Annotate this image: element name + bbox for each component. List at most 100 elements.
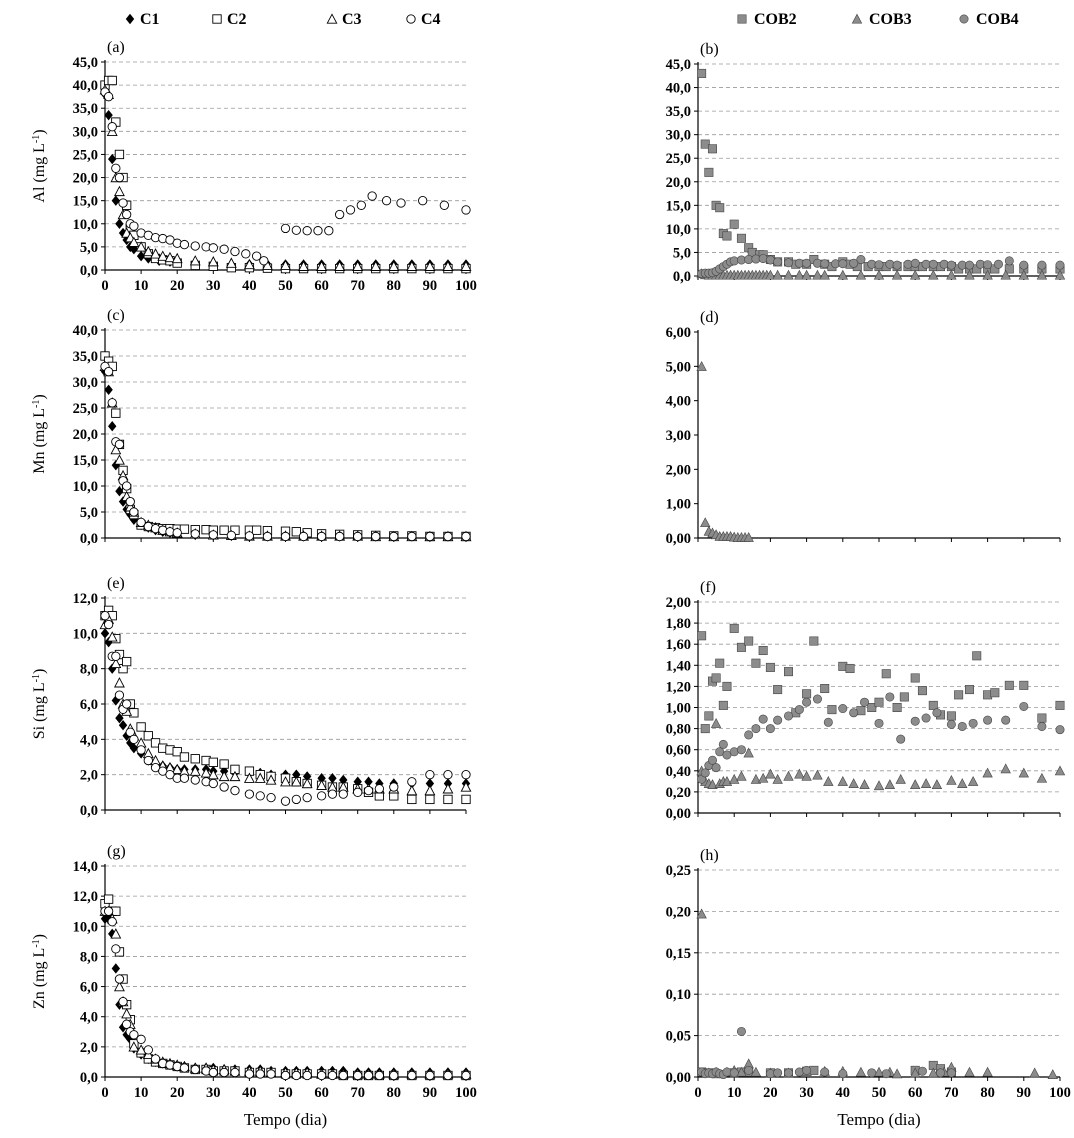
data-point	[363, 785, 374, 796]
data-point	[407, 794, 417, 805]
data-point	[957, 778, 968, 788]
data-point	[845, 663, 855, 673]
data-point	[946, 711, 956, 721]
panel-label: (a)	[107, 39, 125, 56]
x-axis-label: Tempo (dia)	[837, 1110, 920, 1129]
data-point	[122, 481, 132, 491]
data-point	[1019, 260, 1029, 270]
data-point	[244, 531, 255, 541]
legend-label: COB4	[976, 11, 1019, 28]
data-point	[700, 139, 710, 149]
data-point	[729, 1068, 739, 1078]
data-point	[718, 739, 728, 749]
data-point	[179, 752, 190, 762]
data-point	[230, 246, 240, 257]
data-point	[316, 779, 328, 790]
data-point	[946, 719, 956, 729]
data-point	[291, 527, 301, 537]
data-point	[425, 531, 435, 542]
data-point	[129, 742, 139, 754]
data-point	[982, 269, 993, 280]
x-tick-label: 80	[387, 278, 402, 294]
data-point	[884, 779, 896, 790]
data-point	[1037, 721, 1047, 731]
x-tick-label: 70	[350, 278, 365, 294]
x-tick-label: 40	[242, 278, 257, 294]
data-point	[917, 686, 927, 696]
data-point	[179, 524, 190, 534]
data-point	[113, 185, 125, 197]
panel-d: 0,00 1,00 2,00 3,00 4,00 5,00 6,00 (d)	[666, 309, 1061, 547]
data-point	[111, 163, 121, 173]
data-point	[115, 486, 124, 497]
y-tick-label: 1,80	[666, 616, 691, 632]
legend-label: C3	[342, 11, 362, 28]
data-point	[1004, 680, 1014, 690]
data-point	[442, 783, 454, 794]
data-point	[353, 531, 363, 542]
data-point	[374, 1070, 385, 1081]
data-point	[710, 717, 722, 728]
y-tick-label: 20,0	[666, 175, 691, 191]
data-point	[885, 692, 895, 702]
data-point	[982, 1066, 993, 1077]
y-tick-label: 6,00	[666, 325, 691, 341]
data-point	[317, 773, 326, 784]
data-point	[736, 1066, 747, 1077]
data-point	[837, 269, 848, 280]
y-tick-label: 5,0	[80, 505, 98, 521]
data-point	[316, 260, 328, 271]
data-point	[838, 259, 848, 269]
y-tick-label: 0,20	[666, 785, 691, 801]
y-tick-label: 35,0	[73, 101, 98, 117]
data-point	[910, 673, 920, 683]
data-point	[1055, 260, 1065, 270]
data-point	[425, 1070, 435, 1081]
y-tick-label: 0,60	[666, 743, 691, 759]
y-tick-label: 5,00	[666, 359, 691, 375]
data-point	[244, 789, 255, 799]
y-axis-label: Al (mg L-1)	[31, 129, 49, 202]
legend-item-cob2: COB2	[737, 11, 797, 28]
data-point	[107, 75, 117, 86]
panel-a: 0,0 5,0 10,0 15,0 20,0 25,0 30,0 35,0 40,0 45,0 0 1…	[31, 39, 477, 294]
data-point	[983, 715, 993, 725]
x-tick-label: 20	[170, 278, 185, 294]
y-tick-label: 45,0	[73, 55, 98, 71]
data-point	[855, 269, 867, 280]
data-point	[931, 779, 943, 790]
y-tick-label: 4,0	[80, 1010, 98, 1026]
panel-f: 0,00 0,20 0,40 0,60 0,80 1,00 1,20 1,40 1,60 1,80…	[666, 579, 1066, 822]
data-point	[353, 1070, 363, 1081]
data-point	[697, 631, 707, 641]
data-point	[129, 734, 139, 744]
y-tick-label: 25,0	[73, 147, 98, 163]
data-point	[316, 791, 327, 801]
data-point	[461, 205, 471, 215]
data-point	[111, 944, 121, 954]
x-tick-label: 40	[242, 1085, 257, 1101]
y-tick-label: 1,20	[666, 679, 691, 695]
legend-label: C1	[140, 11, 160, 28]
data-point	[750, 1066, 762, 1077]
panel-h: 0,00 0,05 0,10 0,15 0,20 0,25 0 10 20 30 40 50 60 70 8…	[666, 847, 1071, 1129]
data-point	[103, 906, 114, 916]
data-point	[849, 708, 859, 718]
data-point	[823, 717, 833, 727]
data-point	[910, 269, 921, 280]
data-point	[302, 1070, 312, 1081]
data-point	[114, 690, 125, 700]
data-point	[171, 252, 183, 264]
data-point	[765, 768, 776, 779]
data-point	[765, 724, 775, 734]
data-point	[751, 658, 761, 668]
data-point	[460, 781, 472, 792]
x-tick-label: 20	[170, 1085, 185, 1101]
data-point	[425, 794, 435, 805]
data-point	[860, 697, 870, 707]
series-c2	[100, 605, 471, 805]
data-point	[115, 712, 124, 724]
series-c3	[99, 905, 472, 1079]
data-point	[812, 769, 823, 780]
data-point	[873, 269, 885, 280]
